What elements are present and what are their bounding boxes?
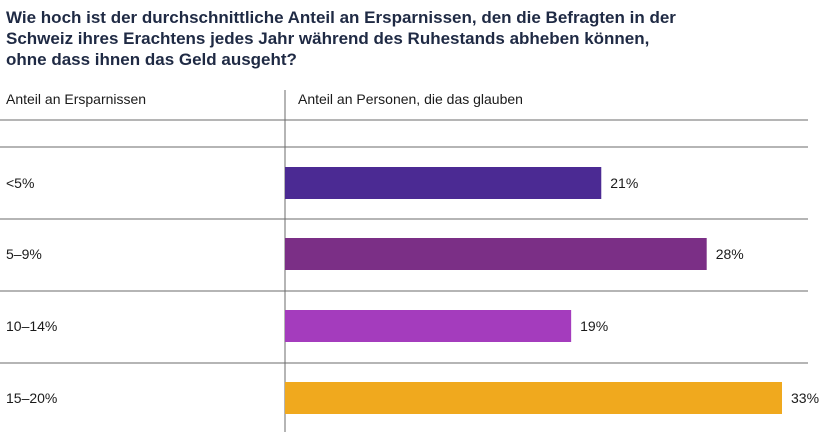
chart-title: Wie hoch ist der durchschnittliche Antei… xyxy=(6,8,676,69)
bar xyxy=(285,238,707,270)
bar xyxy=(285,310,572,342)
bar xyxy=(285,382,782,414)
data-label: 28% xyxy=(716,246,744,262)
bar xyxy=(285,167,602,199)
category-label: 10–14% xyxy=(6,318,57,334)
category-label: <5% xyxy=(6,175,34,191)
data-label: 33% xyxy=(791,390,819,406)
category-column-header: Anteil an Ersparnissen xyxy=(6,91,147,107)
category-label: 5–9% xyxy=(6,246,42,262)
category-label: 15–20% xyxy=(6,390,57,406)
data-label: 19% xyxy=(580,318,608,334)
value-column-header: Anteil an Personen, die das glauben xyxy=(298,91,523,107)
data-label: 21% xyxy=(610,175,638,191)
